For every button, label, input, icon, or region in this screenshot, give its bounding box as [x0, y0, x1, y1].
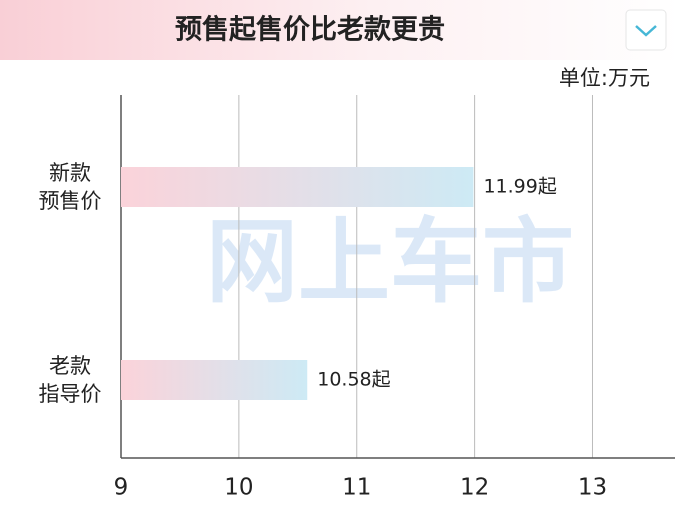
chevron-icon	[635, 25, 657, 37]
bar	[121, 167, 474, 207]
bar	[121, 360, 308, 400]
value-label: 10.58起	[317, 369, 390, 391]
unit-label: 单位:万元	[559, 66, 650, 90]
category-label: 新款 预售价	[38, 161, 102, 213]
dropdown-button[interactable]	[625, 9, 667, 51]
x-tick-label: 12	[460, 475, 489, 501]
x-tick-label: 9	[114, 475, 129, 501]
x-tick-label: 10	[224, 475, 253, 501]
value-label: 11.99起	[483, 176, 556, 198]
header-bg	[0, 0, 680, 60]
x-tick-label: 11	[342, 475, 371, 501]
chart-title: 预售起售价比老款更贵	[175, 14, 445, 46]
x-tick-label: 13	[578, 475, 607, 501]
category-label: 老款 指导价	[38, 354, 102, 406]
watermark: 网上车市	[206, 208, 574, 315]
